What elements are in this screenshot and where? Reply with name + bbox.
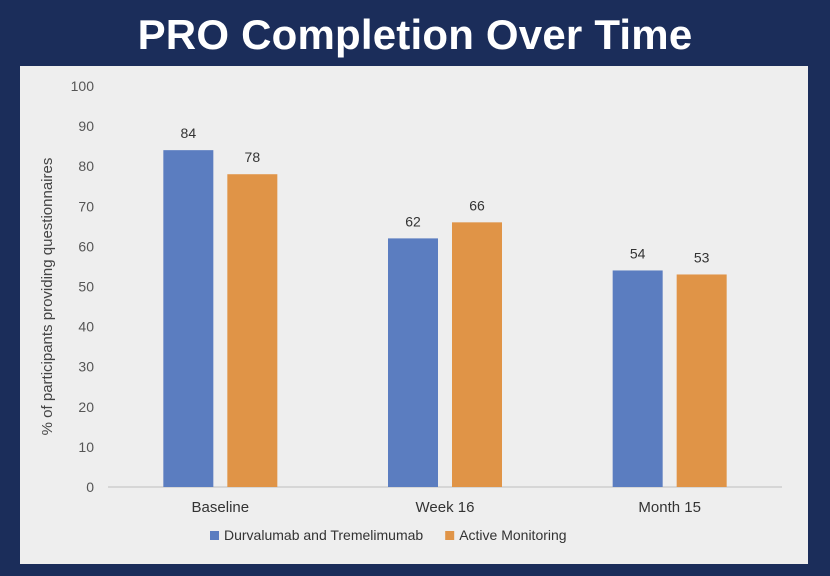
- y-tick-label: 80: [78, 158, 94, 174]
- chart-panel: 0 10 20 30 40 50 60 70 80 90 100 % of participants…: [20, 66, 808, 564]
- bar-series-1-2: [612, 270, 663, 487]
- bar-series-1-1: [388, 238, 438, 487]
- legend-label: Durvalumab and Tremelimumab: [224, 527, 423, 543]
- y-tick-label: 0: [86, 479, 94, 495]
- y-tick-label: 50: [78, 279, 94, 295]
- legend-label: Active Monitoring: [459, 527, 566, 543]
- y-tick-label: 40: [78, 319, 94, 335]
- category-label: Week 16: [416, 499, 475, 516]
- y-tick-label: 100: [71, 78, 95, 94]
- data-label: 54: [630, 245, 646, 261]
- data-labels: 84 78 62 66 54 53: [181, 125, 710, 265]
- bar-series-2-2: [676, 274, 727, 487]
- legend-swatch: [445, 531, 455, 540]
- bar-chart: 0 10 20 30 40 50 60 70 80 90 100 % of participants…: [39, 78, 782, 543]
- category-labels: Baseline Week 16 Month 15: [192, 499, 701, 516]
- bar-series-2-1: [452, 222, 502, 487]
- legend-swatch: [210, 531, 219, 540]
- legend: Durvalumab and Tremelimumab Active Monito…: [210, 527, 567, 543]
- slide-title: PRO Completion Over Time: [137, 11, 693, 58]
- y-axis-ticks: 0 10 20 30 40 50 60 70 80 90 100: [71, 78, 95, 495]
- y-tick-label: 10: [78, 439, 94, 455]
- data-label: 53: [694, 249, 710, 265]
- y-tick-label: 60: [78, 238, 94, 254]
- data-label: 66: [469, 197, 485, 213]
- y-axis-title: % of participants providing questionnair…: [39, 158, 56, 436]
- bars: [163, 150, 727, 487]
- category-label: Month 15: [638, 499, 701, 516]
- bar-series-2-0: [227, 174, 278, 487]
- bar-series-1-0: [163, 150, 214, 487]
- y-tick-label: 70: [78, 198, 94, 214]
- data-label: 84: [181, 125, 197, 141]
- y-tick-label: 30: [78, 359, 94, 375]
- y-tick-label: 20: [78, 399, 94, 415]
- y-tick-label: 90: [78, 118, 94, 134]
- data-label: 62: [405, 213, 421, 229]
- category-label: Baseline: [192, 499, 250, 516]
- data-label: 78: [245, 149, 261, 165]
